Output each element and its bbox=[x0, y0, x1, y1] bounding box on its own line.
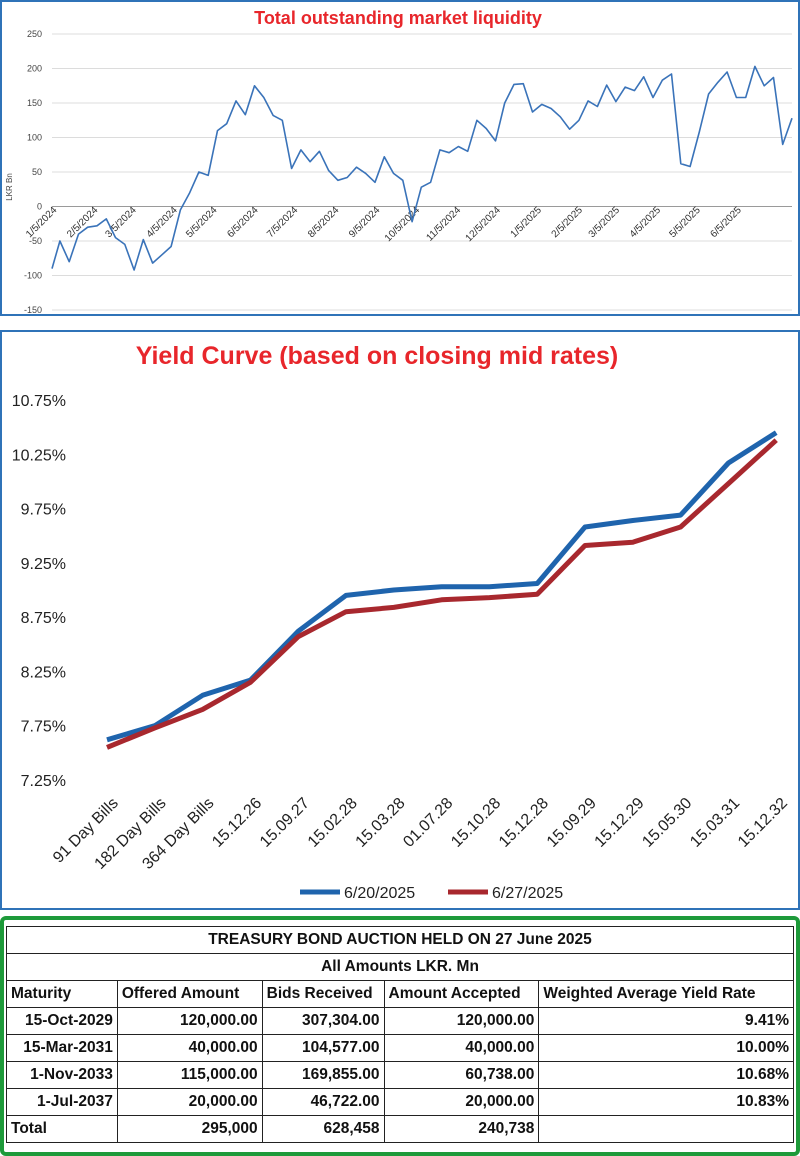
liquidity-y-tick: -100 bbox=[24, 271, 42, 281]
auction-subtitle-row: All Amounts LKR. Mn bbox=[6, 953, 794, 981]
yield-x-tick: 15.12.29 bbox=[592, 795, 648, 851]
liquidity-x-tick: 2/5/2024 bbox=[65, 205, 101, 241]
yield-y-tick: 8.75% bbox=[21, 610, 66, 627]
cell-bids: 169,855.00 bbox=[261, 1061, 385, 1089]
liquidity-y-axis-label: LKR Bn bbox=[5, 173, 14, 201]
liquidity-y-tick: -50 bbox=[29, 236, 42, 246]
legend-label: 6/27/2025 bbox=[492, 885, 563, 902]
liquidity-x-tick: 3/5/2025 bbox=[587, 205, 623, 241]
liquidity-y-tick: -150 bbox=[24, 305, 42, 314]
header-offered-amount: Offered Amount bbox=[116, 980, 263, 1008]
total-accepted: 240,738 bbox=[383, 1115, 540, 1143]
yield-x-tick: 15.09.27 bbox=[257, 795, 313, 851]
liquidity-y-tick: 250 bbox=[27, 29, 42, 39]
cell-yield: 10.83% bbox=[538, 1088, 794, 1116]
liquidity-x-tick: 8/5/2024 bbox=[306, 205, 342, 241]
table-row: 1-Jul-2037 20,000.00 46,722.00 20,000.00… bbox=[6, 1088, 794, 1116]
yield-curve-chart: Yield Curve (based on closing mid rates)… bbox=[12, 342, 791, 902]
auction-table-panel: TREASURY BOND AUCTION HELD ON 27 June 20… bbox=[0, 916, 800, 1156]
yield-x-tick: 15.02.28 bbox=[305, 795, 361, 851]
cell-yield: 10.68% bbox=[538, 1061, 794, 1089]
cell-offered: 115,000.00 bbox=[116, 1061, 263, 1089]
yield-y-tick: 7.75% bbox=[21, 719, 66, 736]
liquidity-x-tick: 6/5/2024 bbox=[225, 205, 261, 241]
auction-title: TREASURY BOND AUCTION HELD ON 27 June 20… bbox=[6, 926, 794, 954]
liquidity-x-tick: 5/5/2024 bbox=[184, 205, 220, 241]
cell-maturity: 1-Nov-2033 bbox=[6, 1061, 118, 1089]
cell-maturity: 15-Oct-2029 bbox=[6, 1007, 118, 1035]
liquidity-x-tick: 2/5/2025 bbox=[550, 205, 586, 241]
liquidity-x-tick: 7/5/2024 bbox=[265, 205, 301, 241]
liquidity-y-tick: 150 bbox=[27, 98, 42, 108]
cell-accepted: 40,000.00 bbox=[383, 1034, 540, 1062]
table-row: 15-Mar-2031 40,000.00 104,577.00 40,000.… bbox=[6, 1034, 794, 1062]
cell-yield: 9.41% bbox=[538, 1007, 794, 1035]
yield-x-tick: 15.10.28 bbox=[448, 795, 504, 851]
legend-label: 6/20/2025 bbox=[344, 885, 415, 902]
yield-x-tick: 01.07.28 bbox=[400, 795, 456, 851]
liquidity-y-tick: 100 bbox=[27, 133, 42, 143]
total-bids: 628,458 bbox=[261, 1115, 385, 1143]
cell-offered: 40,000.00 bbox=[116, 1034, 263, 1062]
header-bids-received: Bids Received bbox=[261, 980, 385, 1008]
liquidity-title: Total outstanding market liquidity bbox=[254, 8, 542, 28]
total-offered: 295,000 bbox=[116, 1115, 263, 1143]
cell-accepted: 60,738.00 bbox=[383, 1061, 540, 1089]
liquidity-chart-panel: Total outstanding market liquidity 250 200… bbox=[0, 0, 800, 316]
yield-y-tick: 7.25% bbox=[21, 773, 66, 790]
cell-maturity: 15-Mar-2031 bbox=[6, 1034, 118, 1062]
cell-accepted: 120,000.00 bbox=[383, 1007, 540, 1035]
liquidity-x-tick: 4/5/2025 bbox=[628, 205, 664, 241]
auction-title-row: TREASURY BOND AUCTION HELD ON 27 June 20… bbox=[6, 926, 794, 954]
cell-bids: 307,304.00 bbox=[261, 1007, 385, 1035]
table-row: 1-Nov-2033 115,000.00 169,855.00 60,738.… bbox=[6, 1061, 794, 1089]
liquidity-y-tick: 200 bbox=[27, 64, 42, 74]
yield-y-tick: 9.75% bbox=[21, 502, 66, 519]
cell-maturity: 1-Jul-2037 bbox=[6, 1088, 118, 1116]
liquidity-x-tick: 9/5/2024 bbox=[347, 205, 383, 241]
liquidity-y-tick: 50 bbox=[32, 167, 42, 177]
total-yield bbox=[538, 1115, 794, 1143]
liquidity-x-tick: 10/5/2024 bbox=[383, 205, 423, 245]
liquidity-series-line bbox=[51, 65, 793, 271]
yield-curve-panel: Yield Curve (based on closing mid rates)… bbox=[0, 330, 800, 910]
liquidity-x-tick: 6/5/2025 bbox=[709, 205, 745, 241]
yield-x-tick: 15.12.26 bbox=[209, 795, 265, 851]
auction-header-row: Maturity Offered Amount Bids Received Am… bbox=[6, 980, 794, 1008]
yield-series-line-1 bbox=[106, 430, 778, 743]
yield-y-tick: 8.25% bbox=[21, 664, 66, 681]
total-row: Total 295,000 628,458 240,738 bbox=[6, 1115, 794, 1143]
total-label: Total bbox=[6, 1115, 118, 1143]
liquidity-x-tick: 12/5/2024 bbox=[464, 205, 504, 245]
yield-series-line-2 bbox=[106, 438, 778, 750]
yield-curve-title: Yield Curve (based on closing mid rates) bbox=[136, 342, 619, 370]
auction-subtitle: All Amounts LKR. Mn bbox=[6, 953, 794, 981]
yield-x-tick: 15.05.30 bbox=[639, 795, 695, 851]
cell-offered: 20,000.00 bbox=[116, 1088, 263, 1116]
header-weighted-yield: Weighted Average Yield Rate bbox=[538, 980, 794, 1008]
yield-x-tick: 15.03.28 bbox=[353, 795, 409, 851]
table-row: 15-Oct-2029 120,000.00 307,304.00 120,00… bbox=[6, 1007, 794, 1035]
liquidity-y-tick: 0 bbox=[37, 202, 42, 212]
cell-bids: 46,722.00 bbox=[261, 1088, 385, 1116]
yield-x-tick: 15.03.31 bbox=[687, 795, 743, 851]
header-maturity: Maturity bbox=[6, 980, 118, 1008]
yield-y-tick: 10.75% bbox=[12, 393, 66, 410]
cell-yield: 10.00% bbox=[538, 1034, 794, 1062]
yield-x-tick: 15.12.32 bbox=[735, 795, 791, 851]
yield-x-tick: 15.12.28 bbox=[496, 795, 552, 851]
cell-offered: 120,000.00 bbox=[116, 1007, 263, 1035]
yield-y-tick: 9.25% bbox=[21, 556, 66, 573]
yield-x-tick: 15.09.29 bbox=[544, 795, 600, 851]
liquidity-chart: Total outstanding market liquidity 250 200… bbox=[5, 8, 793, 315]
auction-table: TREASURY BOND AUCTION HELD ON 27 June 20… bbox=[6, 926, 794, 1143]
liquidity-x-tick: 5/5/2025 bbox=[667, 205, 703, 241]
cell-accepted: 20,000.00 bbox=[383, 1088, 540, 1116]
liquidity-x-tick: 1/5/2025 bbox=[509, 205, 545, 241]
header-amount-accepted: Amount Accepted bbox=[383, 980, 540, 1008]
liquidity-x-tick: 11/5/2024 bbox=[424, 205, 463, 244]
cell-bids: 104,577.00 bbox=[261, 1034, 385, 1062]
yield-y-tick: 10.25% bbox=[12, 447, 66, 464]
